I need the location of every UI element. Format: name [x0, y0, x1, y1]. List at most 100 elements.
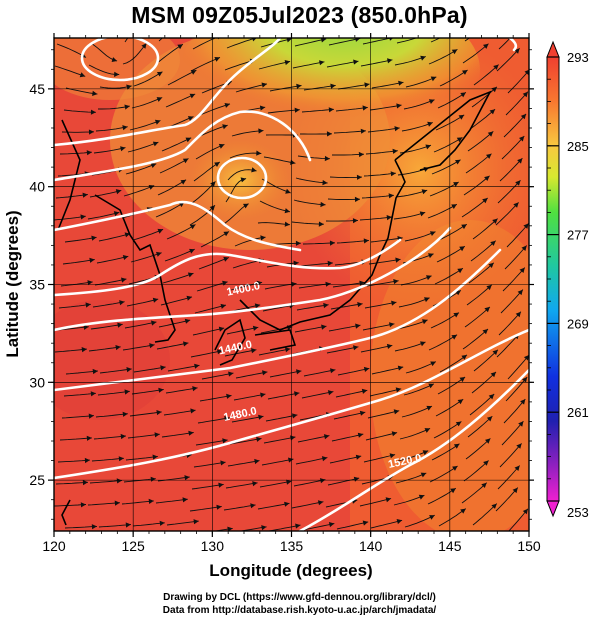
streamline — [122, 43, 147, 65]
streamline-arrow — [453, 182, 459, 187]
streamline-arrow — [430, 76, 437, 82]
streamline-arrow — [328, 522, 335, 528]
streamline — [467, 131, 494, 152]
streamline-arrow — [492, 349, 498, 356]
streamline-arrow — [398, 80, 404, 86]
streamline — [360, 344, 393, 353]
x-tick-label: 120 — [42, 538, 66, 554]
streamline — [132, 522, 165, 527]
streamline-arrow — [81, 347, 87, 353]
streamline — [496, 47, 520, 72]
streamline — [326, 346, 359, 354]
streamline-arrow — [483, 460, 489, 466]
streamline-arrow — [395, 387, 402, 393]
streamline-arrow — [86, 435, 92, 441]
streamline-arrow — [486, 153, 492, 159]
contour-upper — [54, 110, 312, 182]
streamline-arrow — [391, 300, 397, 306]
streamline-arrow — [454, 27, 460, 32]
streamline — [467, 415, 493, 438]
streamline-arrow — [517, 158, 523, 164]
streamline-arrow — [122, 411, 128, 417]
streamline — [91, 457, 124, 462]
streamline — [503, 398, 526, 424]
streamline — [158, 319, 191, 328]
streamline — [438, 508, 467, 527]
streamline — [427, 487, 457, 505]
streamline — [436, 245, 466, 263]
streamline — [259, 200, 291, 213]
streamline-arrow — [519, 136, 525, 142]
streamline-arrow — [157, 228, 164, 234]
streamline — [303, 369, 336, 377]
streamline-arrow — [430, 361, 436, 367]
streamline-arrow — [362, 105, 368, 111]
streamline — [395, 472, 427, 484]
streamline — [498, 38, 511, 50]
streamline-arrow — [185, 137, 192, 143]
streamline-arrow — [115, 189, 122, 195]
streamline — [93, 147, 126, 154]
streamline-arrow — [320, 38, 327, 43]
streamline — [131, 389, 164, 395]
streamline-arrow — [214, 162, 220, 167]
streamline-arrow — [492, 218, 498, 224]
credits-data: Data from http://database.rish.kyoto-u.a… — [162, 605, 437, 616]
streamline — [64, 525, 98, 529]
streamline — [508, 508, 529, 531]
streamline — [433, 137, 463, 153]
streamline — [238, 526, 267, 531]
streamline-arrow — [422, 450, 429, 456]
y-axis-title: Latitude (degrees) — [3, 210, 22, 357]
streamline — [192, 327, 225, 336]
streamline — [156, 43, 184, 64]
streamline — [131, 97, 163, 109]
streamline — [227, 169, 257, 181]
coastline-taiwan — [61, 499, 71, 526]
streamline-arrow — [193, 519, 199, 525]
streamline — [226, 38, 257, 49]
streamline-arrow — [390, 171, 396, 177]
streamline-arrow — [186, 295, 192, 301]
streamline-arrow — [523, 223, 529, 229]
streamline — [333, 130, 366, 134]
streamline-arrow — [355, 38, 361, 42]
streamline — [189, 506, 222, 512]
streamline-arrow — [386, 343, 393, 349]
streamline — [90, 42, 118, 62]
streamline — [54, 504, 87, 507]
streamline — [294, 38, 327, 47]
streamline-arrow — [357, 302, 363, 308]
streamline-arrow — [363, 366, 370, 372]
streamline — [191, 181, 216, 204]
streamline — [302, 523, 335, 531]
streamline-arrow — [385, 497, 392, 503]
streamline-arrow — [243, 203, 249, 209]
streamline — [431, 159, 461, 175]
streamline-arrow — [451, 204, 457, 209]
coastline-honshu — [239, 159, 406, 331]
streamline — [325, 219, 359, 222]
streamline — [359, 216, 392, 221]
streamline-arrow — [260, 392, 266, 398]
streamline-arrow — [80, 502, 86, 508]
streamline — [64, 236, 97, 243]
streamline — [302, 242, 336, 245]
streamline-arrow — [187, 272, 194, 278]
streamline — [235, 371, 268, 379]
streamline — [163, 409, 196, 416]
streamline-arrow — [489, 109, 496, 115]
streamline — [335, 389, 368, 398]
streamline — [157, 179, 187, 196]
streamline-arrow — [451, 49, 458, 55]
streamline-arrow — [124, 104, 130, 110]
streamline — [268, 524, 301, 531]
streamline-arrow — [294, 391, 300, 397]
streamline — [462, 43, 489, 64]
streamline-arrow — [179, 22, 185, 27]
streamline — [471, 371, 497, 394]
streamline-arrow — [522, 377, 528, 383]
streamline-arrow — [296, 83, 302, 89]
streamline-arrow — [453, 443, 460, 449]
streamline — [123, 185, 155, 197]
